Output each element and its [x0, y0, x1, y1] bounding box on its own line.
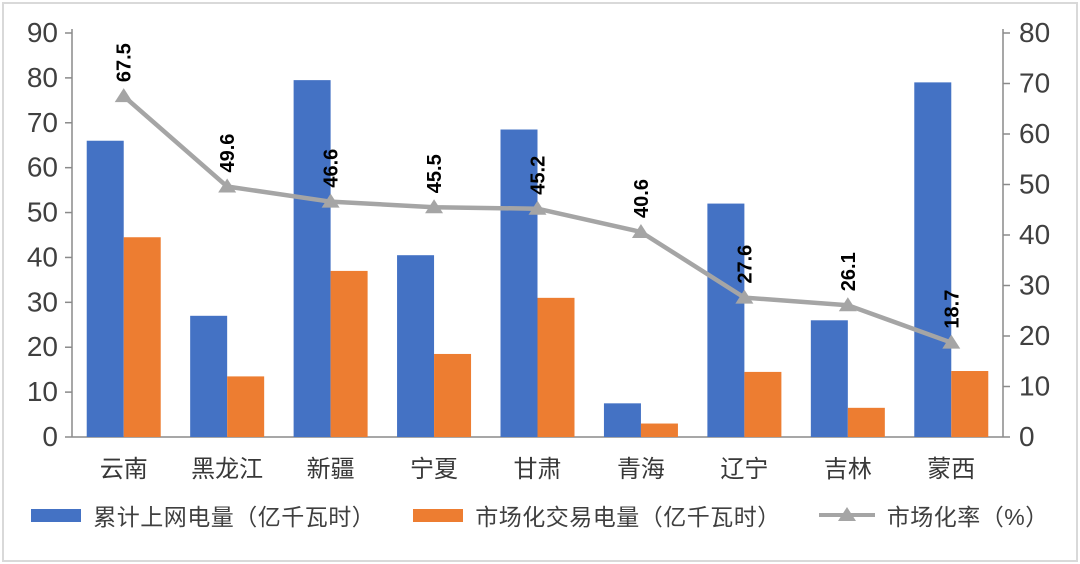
chart-text: 0: [42, 421, 58, 452]
bar-orange-吉林: [847, 407, 885, 437]
triangle-marker-吉林: [838, 297, 857, 312]
bar-blue-新疆: [293, 80, 331, 437]
bar-blue-甘肃: [500, 129, 538, 437]
chart-text: 49.6: [217, 134, 239, 173]
chart-text: 18.7: [941, 290, 963, 329]
legend-label: 市场化交易电量（亿千瓦时）: [475, 504, 781, 530]
bar-orange-黑龙江: [227, 376, 265, 437]
legend-item-bar-blue: 累计上网电量（亿千瓦时）: [31, 498, 375, 532]
chart-text: 30: [27, 286, 58, 317]
chart-text: 26.1: [838, 252, 860, 291]
chart-text: 40.6: [631, 179, 653, 218]
bar-orange-云南: [123, 237, 161, 437]
triangle-marker-新疆: [321, 193, 340, 208]
triangle-marker-青海: [631, 223, 650, 238]
bar-blue-青海: [603, 403, 641, 437]
line-triangle-swatch-icon: [818, 507, 875, 521]
triangle-marker-甘肃: [528, 200, 547, 215]
triangle-marker-宁夏: [425, 199, 444, 214]
chart-text: 30: [1019, 270, 1050, 301]
chart-text: 70: [27, 107, 58, 138]
chart-text: 40: [1019, 219, 1050, 250]
triangle-marker-黑龙江: [218, 178, 237, 193]
chart-text: 80: [27, 62, 58, 93]
chart-text: 甘肃: [514, 456, 562, 483]
legend: 累计上网电量（亿千瓦时） 市场化交易电量（亿千瓦时） 市场化率（%）: [0, 498, 1080, 532]
chart-text: 80: [1019, 17, 1050, 48]
bar-orange-甘肃: [537, 297, 575, 437]
chart-text: 20: [1019, 320, 1050, 351]
chart-text: 60: [1019, 118, 1050, 149]
chart-text: 46.6: [321, 149, 343, 188]
chart-text: 60: [27, 152, 58, 183]
chart-text: 90: [27, 17, 58, 48]
orange-bar-swatch-icon: [413, 508, 464, 522]
bar-orange-新疆: [330, 270, 368, 437]
chart-text: 50: [1019, 169, 1050, 200]
triangle-marker-辽宁: [735, 289, 754, 304]
bar-blue-蒙西: [914, 82, 952, 437]
chart-text: 67.5: [114, 43, 136, 82]
bar-blue-黑龙江: [190, 315, 228, 437]
chart-text: 45.2: [528, 156, 550, 195]
triangle-marker-云南: [114, 88, 133, 103]
bar-orange-宁夏: [434, 353, 472, 437]
blue-bar-swatch-icon: [31, 508, 82, 522]
bar-orange-青海: [640, 423, 678, 437]
chart-text: 辽宁: [720, 456, 768, 483]
chart-text: 70: [1019, 68, 1050, 99]
bar-blue-吉林: [810, 320, 848, 437]
chart-text: 40: [27, 241, 58, 272]
triangle-marker-蒙西: [942, 334, 961, 349]
chart-text: 吉林: [824, 456, 872, 483]
chart-text: 45.5: [424, 154, 446, 193]
combo-chart: 0 10 20 30 40 50 60 70 80 90 0 10 20 30 40 50 60 70 80 67.5…: [27, 17, 1050, 483]
chart-text: 宁夏: [410, 456, 458, 483]
chart-text: 蒙西: [927, 456, 975, 483]
chart-text: 50: [27, 197, 58, 228]
legend-item-bar-orange: 市场化交易电量（亿千瓦时）: [413, 498, 781, 532]
chart-text: 10: [1019, 371, 1050, 402]
chart-text: 青海: [617, 456, 665, 483]
chart-text: 云南: [100, 456, 148, 483]
chart-text: 27.6: [734, 245, 756, 284]
chart-text: 黑龙江: [191, 456, 263, 483]
chart-text: 新疆: [307, 456, 355, 483]
legend-label: 累计上网电量（亿千瓦时）: [93, 504, 376, 530]
bar-blue-云南: [86, 140, 124, 437]
chart-text: 0: [1019, 421, 1035, 452]
bar-blue-辽宁: [707, 203, 745, 437]
bar-blue-宁夏: [397, 255, 435, 437]
chart-text: 10: [27, 376, 58, 407]
legend-label: 市场化率（%）: [886, 504, 1049, 530]
bar-orange-蒙西: [951, 371, 989, 437]
chart-text: 20: [27, 331, 58, 362]
bar-orange-辽宁: [744, 371, 782, 437]
legend-item-line: 市场化率（%）: [818, 498, 1049, 532]
